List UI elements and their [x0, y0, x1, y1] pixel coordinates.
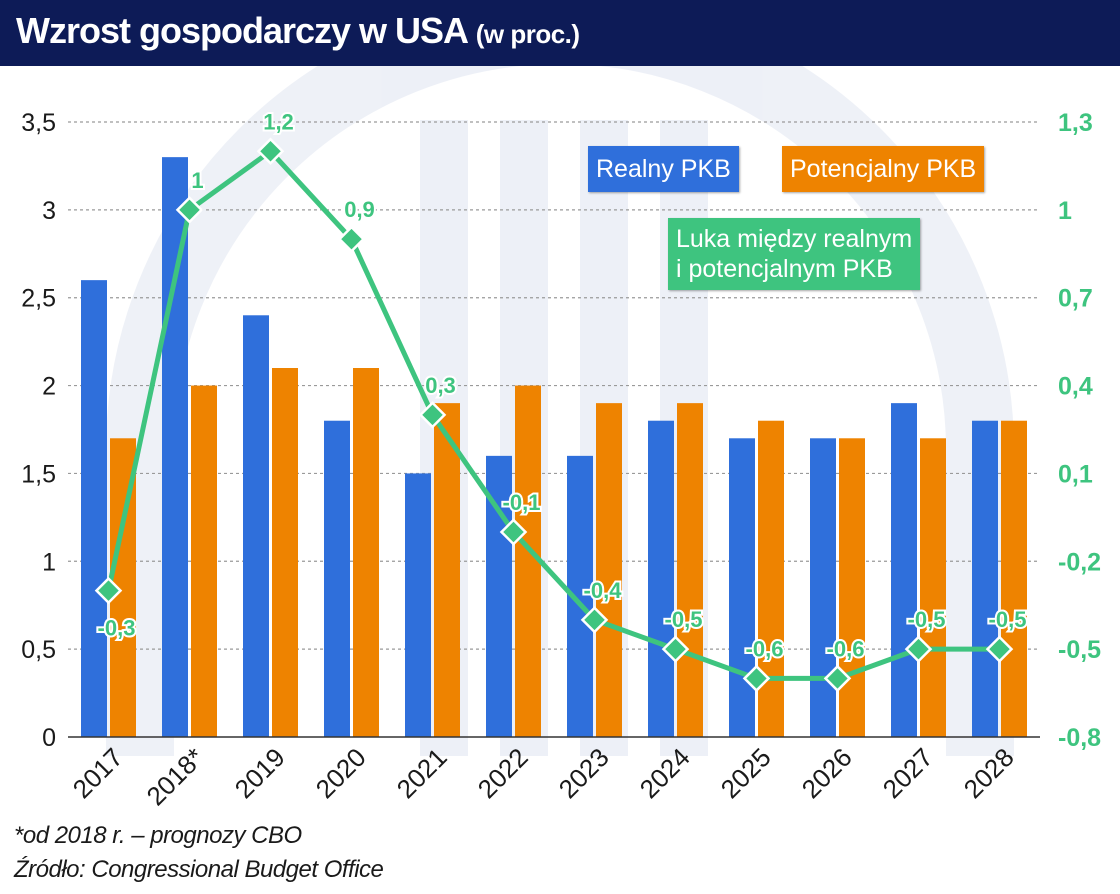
y-left-tick-label: 0 [42, 724, 56, 752]
gap-marker [823, 664, 852, 693]
bar-real-gdp [324, 420, 350, 737]
gap-marker [742, 664, 771, 693]
bar-potential-gdp [758, 420, 784, 737]
bar-potential-gdp [353, 368, 379, 737]
footnote-forecast: *od 2018 r. – prognozy CBO [14, 822, 302, 849]
title-subtitle: (w proc.) [475, 19, 580, 49]
chart-title: Wzrost gospodarczy w USA (w proc.) [16, 10, 580, 52]
legend-real-label: Realny PKB [596, 155, 731, 183]
bar-real-gdp [972, 420, 998, 737]
gap-data-label: 0,3 [425, 373, 456, 398]
chart-header: Wzrost gospodarczy w USA (w proc.) [0, 0, 1120, 66]
bar-potential-gdp [920, 438, 946, 737]
bar-real-gdp [243, 315, 269, 737]
gap-marker [904, 635, 933, 663]
x-tick-label: 2025 [715, 742, 777, 804]
bar-real-gdp [405, 473, 431, 737]
gap-marker [256, 137, 285, 166]
gap-data-label: -0,1 [503, 490, 541, 515]
gap-data-label: 0,9 [344, 197, 375, 222]
bar-potential-gdp [839, 438, 865, 737]
gap-data-label: -0,5 [908, 607, 946, 632]
y-right-tick-label: -0,5 [1058, 636, 1101, 664]
bar-real-gdp [81, 280, 107, 737]
gap-data-labels: -0,3 1 1,2 0,9 0,3 -0,1 -0,4 -0,5 -0,6 -0,6 -0,5 -0… [96, 107, 1029, 663]
bars [81, 157, 1027, 738]
bar-real-gdp [810, 438, 836, 737]
y-right-tick-label: -0,8 [1058, 724, 1101, 752]
title-text: Wzrost gospodarczy w USA [16, 10, 468, 51]
x-tick-label: 2027 [877, 742, 939, 804]
y-left-tick-label: 2 [42, 373, 56, 401]
bar-potential-gdp [434, 403, 460, 737]
y-left-tick-label: 0,5 [21, 636, 56, 664]
y-axis-right: -0,8 -0,5 -0,2 0,1 0,4 0,7 1 1,3 [1058, 109, 1101, 752]
x-axis: 2017 2018* 2019 2020 2021 2022 2023 2024 2025 202… [67, 736, 1040, 811]
gap-line-path [106, 148, 1000, 681]
gap-marker [337, 225, 366, 253]
y-left-tick-label: 3 [42, 197, 56, 225]
gap-marker [985, 635, 1014, 663]
bar-potential-gdp [191, 385, 217, 737]
gap-marker [418, 401, 447, 429]
y-left-tick-label: 1 [42, 548, 56, 576]
gridlines [68, 121, 1040, 650]
bar-potential-gdp [677, 403, 703, 737]
gap-data-label: -0,5 [989, 607, 1027, 632]
x-tick-label: 2026 [796, 742, 858, 804]
gap-data-label: -0,6 [827, 636, 865, 661]
bar-potential-gdp [515, 385, 541, 737]
gap-marker [580, 606, 609, 634]
legend-real-gdp: Realny PKB [588, 146, 739, 192]
y-left-tick-label: 1,5 [21, 460, 56, 488]
gap-data-label: -0,4 [584, 578, 623, 603]
legend-potential-label: Potencjalny PKB [790, 155, 977, 183]
bar-real-gdp [162, 157, 188, 738]
y-left-tick-label: 2,5 [21, 285, 56, 313]
gap-marker [499, 518, 528, 546]
gap-data-label: 1,2 [263, 109, 294, 134]
bar-potential-gdp [272, 368, 298, 737]
x-tick-label: 2019 [229, 742, 291, 804]
footnote-source: Źródło: Congressional Budget Office [14, 856, 384, 883]
legend-gap-line1: Luka między realnym [676, 225, 913, 253]
gap-marker [94, 576, 123, 605]
y-right-tick-label: 0,4 [1058, 373, 1093, 401]
y-right-tick-label: 1 [1058, 197, 1072, 225]
gap-marker [175, 196, 204, 224]
gap-data-label: -0,6 [746, 636, 784, 661]
bar-real-gdp [891, 403, 917, 737]
growth-chart: 0 0,5 1 1,5 2 2,5 3 3,5 -0,8 -0,5 -0,2 0,1 0,4 0,7 1 1… [21, 66, 1101, 811]
gap-marker [661, 635, 690, 663]
y-right-tick-label: -0,2 [1058, 548, 1101, 576]
y-right-tick-label: 0,7 [1058, 285, 1093, 313]
gap-data-label: -0,3 [98, 616, 136, 641]
bar-potential-gdp [596, 403, 622, 737]
bar-real-gdp [729, 438, 755, 737]
legend-potential-gdp: Potencjalny PKB [782, 146, 985, 192]
legend-gap-line2: i potencjalnym PKB [676, 255, 893, 283]
gap-line-series [94, 137, 1014, 693]
y-axis-left: 0 0,5 1 1,5 2 2,5 3 3,5 [21, 109, 56, 752]
y-right-tick-label: 0,1 [1058, 460, 1093, 488]
bar-real-gdp [648, 420, 674, 737]
x-tick-label: 2020 [310, 742, 372, 804]
y-left-tick-label: 3,5 [21, 109, 56, 137]
gap-data-label: -0,5 [665, 607, 703, 632]
bar-potential-gdp [1001, 420, 1027, 737]
gap-data-label: 1 [191, 168, 203, 193]
legend-gap: Luka między realnym i potencjalnym PKB [668, 218, 921, 290]
y-right-tick-label: 1,3 [1058, 109, 1093, 137]
